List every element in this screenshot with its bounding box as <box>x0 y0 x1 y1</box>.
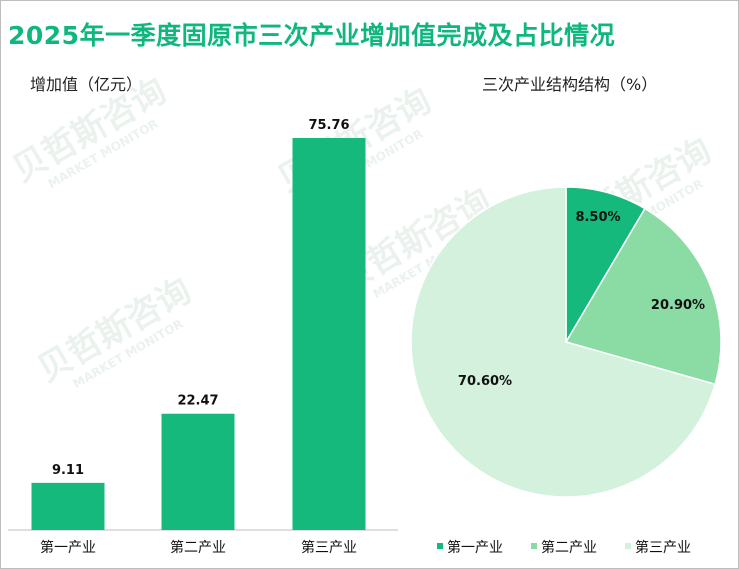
legend-item: 第三产业 <box>625 539 691 556</box>
x-tick-label: 第一产业 <box>40 539 96 556</box>
legend-swatch <box>625 543 631 549</box>
pie-slice-label: 70.60% <box>458 374 512 389</box>
pie-slice <box>410 186 717 498</box>
legend-swatch <box>437 543 443 549</box>
legend-swatch <box>531 543 537 549</box>
pie-slice-label: 8.50% <box>575 210 620 225</box>
pie-slice-label: 20.90% <box>651 298 705 313</box>
bar-chart-title: 增加值（亿元） <box>30 75 143 94</box>
legend-label: 第一产业 <box>447 539 503 556</box>
bar <box>161 413 235 530</box>
chart-main-title: 2025年一季度固原市三次产业增加值完成及占比情况 <box>8 21 616 50</box>
x-tick-label: 第三产业 <box>301 539 357 556</box>
bar-chart: 9.11 第一产业 22.47 第二产业 75.76 第三产业 <box>8 118 398 556</box>
legend-item: 第二产业 <box>531 539 597 556</box>
legend-item: 第一产业 <box>437 539 503 556</box>
bar-value-label: 9.11 <box>52 463 84 478</box>
legend-label: 第二产业 <box>541 539 597 556</box>
bar <box>31 482 105 530</box>
bar-value-label: 22.47 <box>177 394 218 409</box>
x-tick-label: 第二产业 <box>170 539 226 556</box>
bar <box>292 138 366 530</box>
bar-value-label: 75.76 <box>308 118 349 133</box>
pie-slice <box>564 207 722 386</box>
legend-label: 第三产业 <box>635 539 691 556</box>
pie-chart: 8.50% 20.90% 70.60% <box>410 186 722 498</box>
pie-chart-title: 三次产业结构结构（%） <box>482 75 658 94</box>
pie-legend: 第一产业 第二产业 第三产业 <box>437 539 691 556</box>
